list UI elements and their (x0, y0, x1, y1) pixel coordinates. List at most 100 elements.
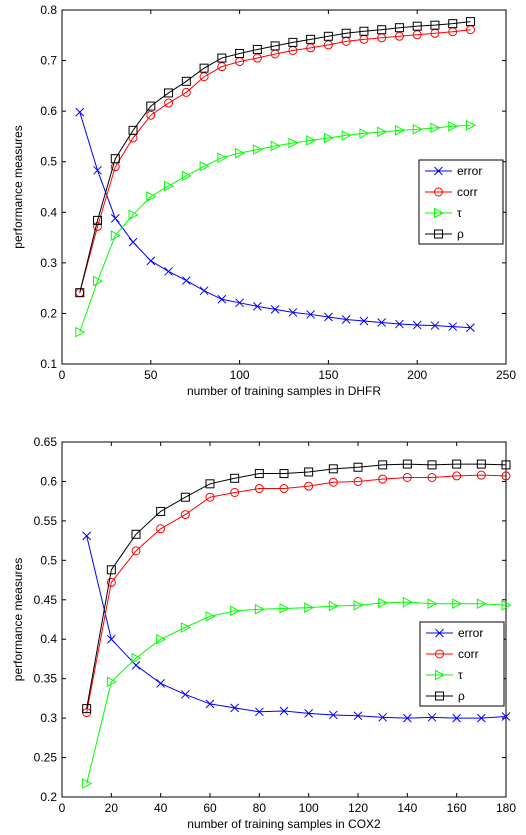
data-point (199, 72, 209, 82)
data-point (476, 459, 486, 469)
data-point (394, 125, 406, 136)
legend-marker (435, 628, 444, 638)
data-point (452, 598, 463, 610)
data-point (279, 603, 290, 614)
legend-label: corr (458, 647, 479, 661)
legend-label: corr (457, 185, 478, 199)
data-point (199, 160, 210, 172)
x-tick-label: 100 (230, 368, 250, 382)
x-tick-label: 20 (105, 801, 119, 815)
data-point (156, 524, 166, 534)
data-point (378, 712, 388, 722)
data-point (156, 633, 167, 645)
data-point (304, 709, 314, 718)
y-tick-label: 0.1 (40, 357, 57, 371)
data-point (402, 459, 412, 469)
data-point (395, 319, 404, 329)
y-tick-label: 0.5 (40, 155, 57, 169)
data-point (306, 135, 317, 146)
data-point (465, 17, 475, 27)
data-point (156, 506, 166, 516)
data-point (181, 87, 191, 97)
data-point (146, 101, 156, 111)
data-point (252, 144, 263, 155)
data-point (146, 110, 156, 120)
data-point (253, 301, 262, 311)
data-point (146, 191, 157, 202)
y-tick-label: 0.6 (40, 104, 57, 118)
legend-label: ρ (458, 689, 465, 703)
data-point (180, 690, 190, 699)
data-point (323, 132, 334, 144)
legend: error corr τρ (419, 621, 505, 707)
series-error (82, 531, 511, 723)
data-point (501, 471, 511, 481)
series-line (86, 535, 507, 719)
y-tick-label: 0.8 (40, 3, 57, 17)
data-point (205, 699, 215, 709)
data-point (359, 26, 369, 36)
legend-label: τ (457, 206, 462, 220)
plot-frame (61, 441, 507, 798)
data-point (323, 40, 333, 50)
data-point (378, 474, 388, 484)
data-point (270, 140, 281, 152)
data-point (452, 459, 462, 469)
data-point (217, 294, 227, 304)
y-axis-label: performance measures (11, 558, 25, 681)
data-point (430, 20, 440, 30)
legend-marker (434, 187, 443, 197)
legend-box (419, 621, 505, 707)
data-point (377, 318, 387, 327)
data-point (306, 43, 316, 53)
legend-label: error (457, 164, 482, 178)
data-point (304, 467, 314, 477)
legend: error corr τρ (418, 159, 504, 245)
data-point (279, 706, 289, 716)
y-tick-label: 0.3 (40, 256, 57, 270)
x-tick-label: 50 (144, 368, 158, 382)
y-tick-label: 0.35 (34, 672, 58, 686)
data-point (341, 315, 351, 324)
series-corr (75, 25, 475, 298)
data-point (110, 154, 120, 164)
data-point (353, 599, 364, 611)
data-point (164, 180, 175, 192)
legend-marker (435, 649, 444, 659)
data-point (164, 98, 174, 108)
y-tick-label: 0.4 (40, 205, 57, 219)
x-tick-label: 250 (496, 368, 516, 382)
y-tick-label: 0.4 (40, 632, 57, 646)
data-point (93, 275, 104, 287)
y-tick-label: 0.3 (40, 711, 57, 725)
data-point (359, 316, 369, 326)
data-point (128, 125, 138, 135)
data-point (270, 41, 280, 51)
data-point (205, 492, 215, 502)
data-point (180, 492, 190, 502)
x-axis-label: number of training samples in DHFR (187, 384, 381, 398)
data-point (279, 484, 289, 494)
series-τ (82, 596, 512, 789)
data-point (106, 634, 116, 644)
data-point (430, 321, 440, 330)
data-point (427, 598, 438, 610)
y-tick-label: 0.2 (40, 790, 57, 804)
data-point (131, 660, 141, 670)
x-tick-label: 120 (348, 801, 368, 815)
x-tick-label: 40 (154, 801, 168, 815)
data-point (377, 25, 387, 35)
x-tick-label: 0 (59, 801, 66, 815)
x-tick-label: 140 (397, 801, 417, 815)
data-point (377, 126, 388, 138)
data-point (254, 469, 264, 479)
data-point (82, 778, 93, 789)
data-point (412, 30, 422, 40)
data-point (328, 710, 338, 720)
series-line (79, 21, 471, 293)
series-τ (75, 119, 477, 338)
data-point (466, 323, 475, 332)
x-tick-label: 100 (299, 801, 319, 815)
y-axis-label: performance measures (11, 125, 25, 248)
data-point (156, 679, 166, 688)
